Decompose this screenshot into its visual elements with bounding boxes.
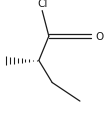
- Text: Cl: Cl: [37, 0, 47, 9]
- Text: O: O: [95, 32, 104, 42]
